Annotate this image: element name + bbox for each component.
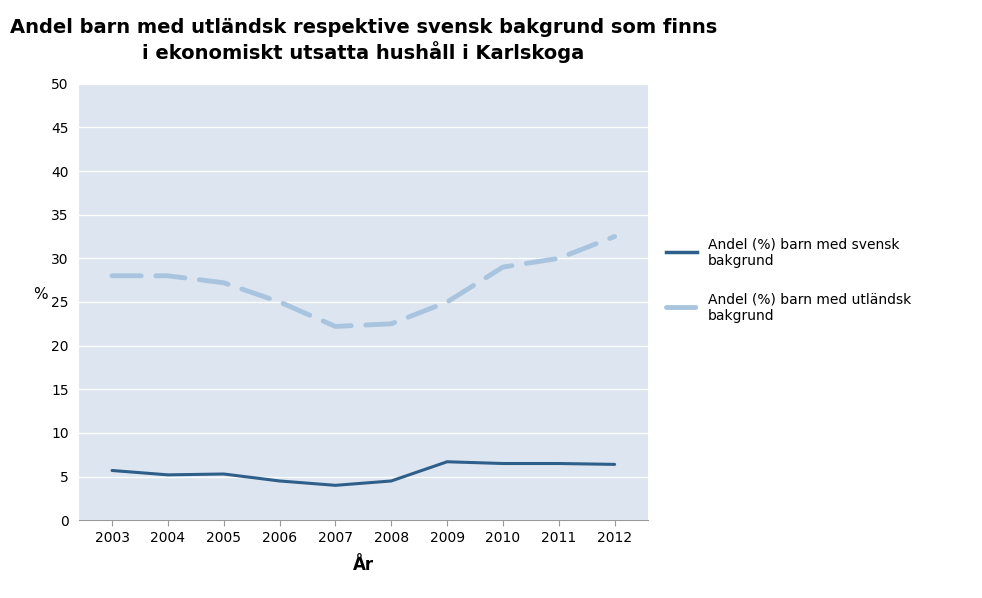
Y-axis label: %: % xyxy=(32,287,47,302)
Legend: Andel (%) barn med svensk
bakgrund, Andel (%) barn med utländsk
bakgrund: Andel (%) barn med svensk bakgrund, Ande… xyxy=(667,237,911,323)
X-axis label: År: År xyxy=(353,556,374,574)
Title: Andel barn med utländsk respektive svensk bakgrund som finns
i ekonomiskt utsatt: Andel barn med utländsk respektive svens… xyxy=(10,18,717,63)
